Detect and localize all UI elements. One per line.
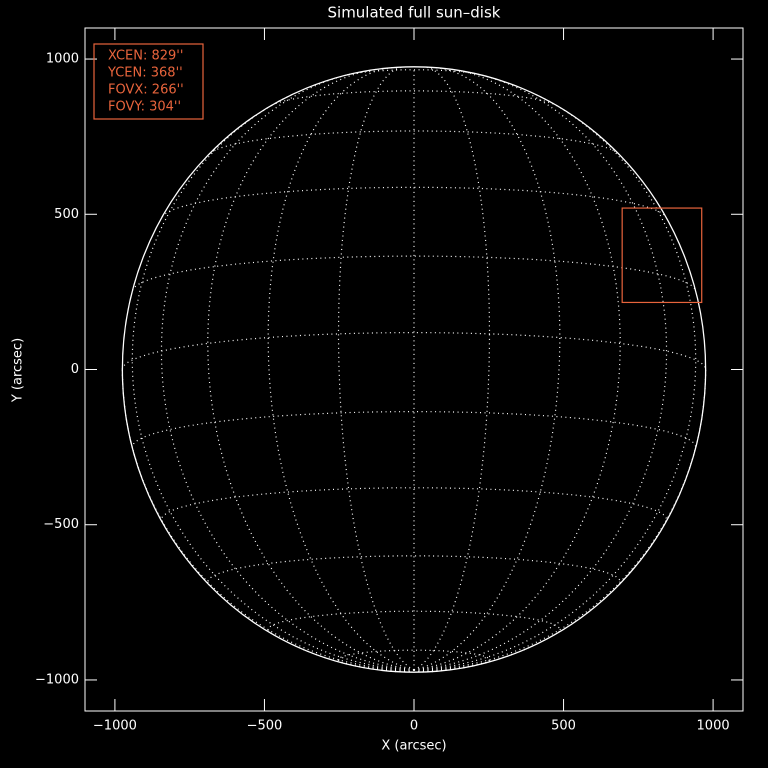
grid-line (131, 93, 415, 671)
grid-line (121, 332, 707, 370)
fov-label: FOVX: 266'' (108, 83, 184, 98)
grid-line (413, 67, 561, 671)
grid-line (209, 130, 619, 155)
y-tick-label: 0 (71, 362, 79, 377)
grid-line (160, 487, 668, 523)
y-tick-label: 1000 (46, 52, 79, 67)
grid-line (337, 649, 491, 665)
grid-line (267, 67, 415, 671)
x-tick-label: 1000 (697, 719, 730, 734)
x-tick-label: −500 (247, 719, 283, 734)
grid-line (413, 68, 621, 671)
grid-line (121, 369, 414, 671)
grid-line (207, 555, 621, 586)
grid-line (413, 93, 697, 671)
grid-line (414, 369, 707, 671)
grid-line (160, 72, 415, 671)
y-axis-label: Y (arcsec) (11, 338, 26, 403)
fov-label: FOVY: 304'' (108, 100, 181, 115)
x-tick-label: 500 (551, 719, 576, 734)
grid-line (131, 255, 697, 291)
grid-line (413, 72, 668, 671)
y-tick-label: −500 (43, 517, 79, 532)
x-axis-label: X (arcsec) (381, 739, 446, 754)
grid-line (207, 68, 415, 671)
grid-line (161, 186, 667, 218)
x-tick-label: 0 (410, 719, 418, 734)
solar-limb (121, 66, 707, 673)
grid-line (346, 69, 482, 76)
fov-box (621, 207, 703, 304)
y-tick-label: −1000 (35, 672, 79, 687)
grid-line (267, 610, 561, 635)
y-tick-label: 500 (54, 207, 79, 222)
fov-label: XCEN: 829'' (108, 49, 183, 64)
x-tick-label: −1000 (93, 719, 137, 734)
fov-label: YCEN: 368'' (107, 66, 183, 81)
legend-box (93, 43, 204, 120)
chart-title: Simulated full sun–disk (328, 4, 501, 22)
